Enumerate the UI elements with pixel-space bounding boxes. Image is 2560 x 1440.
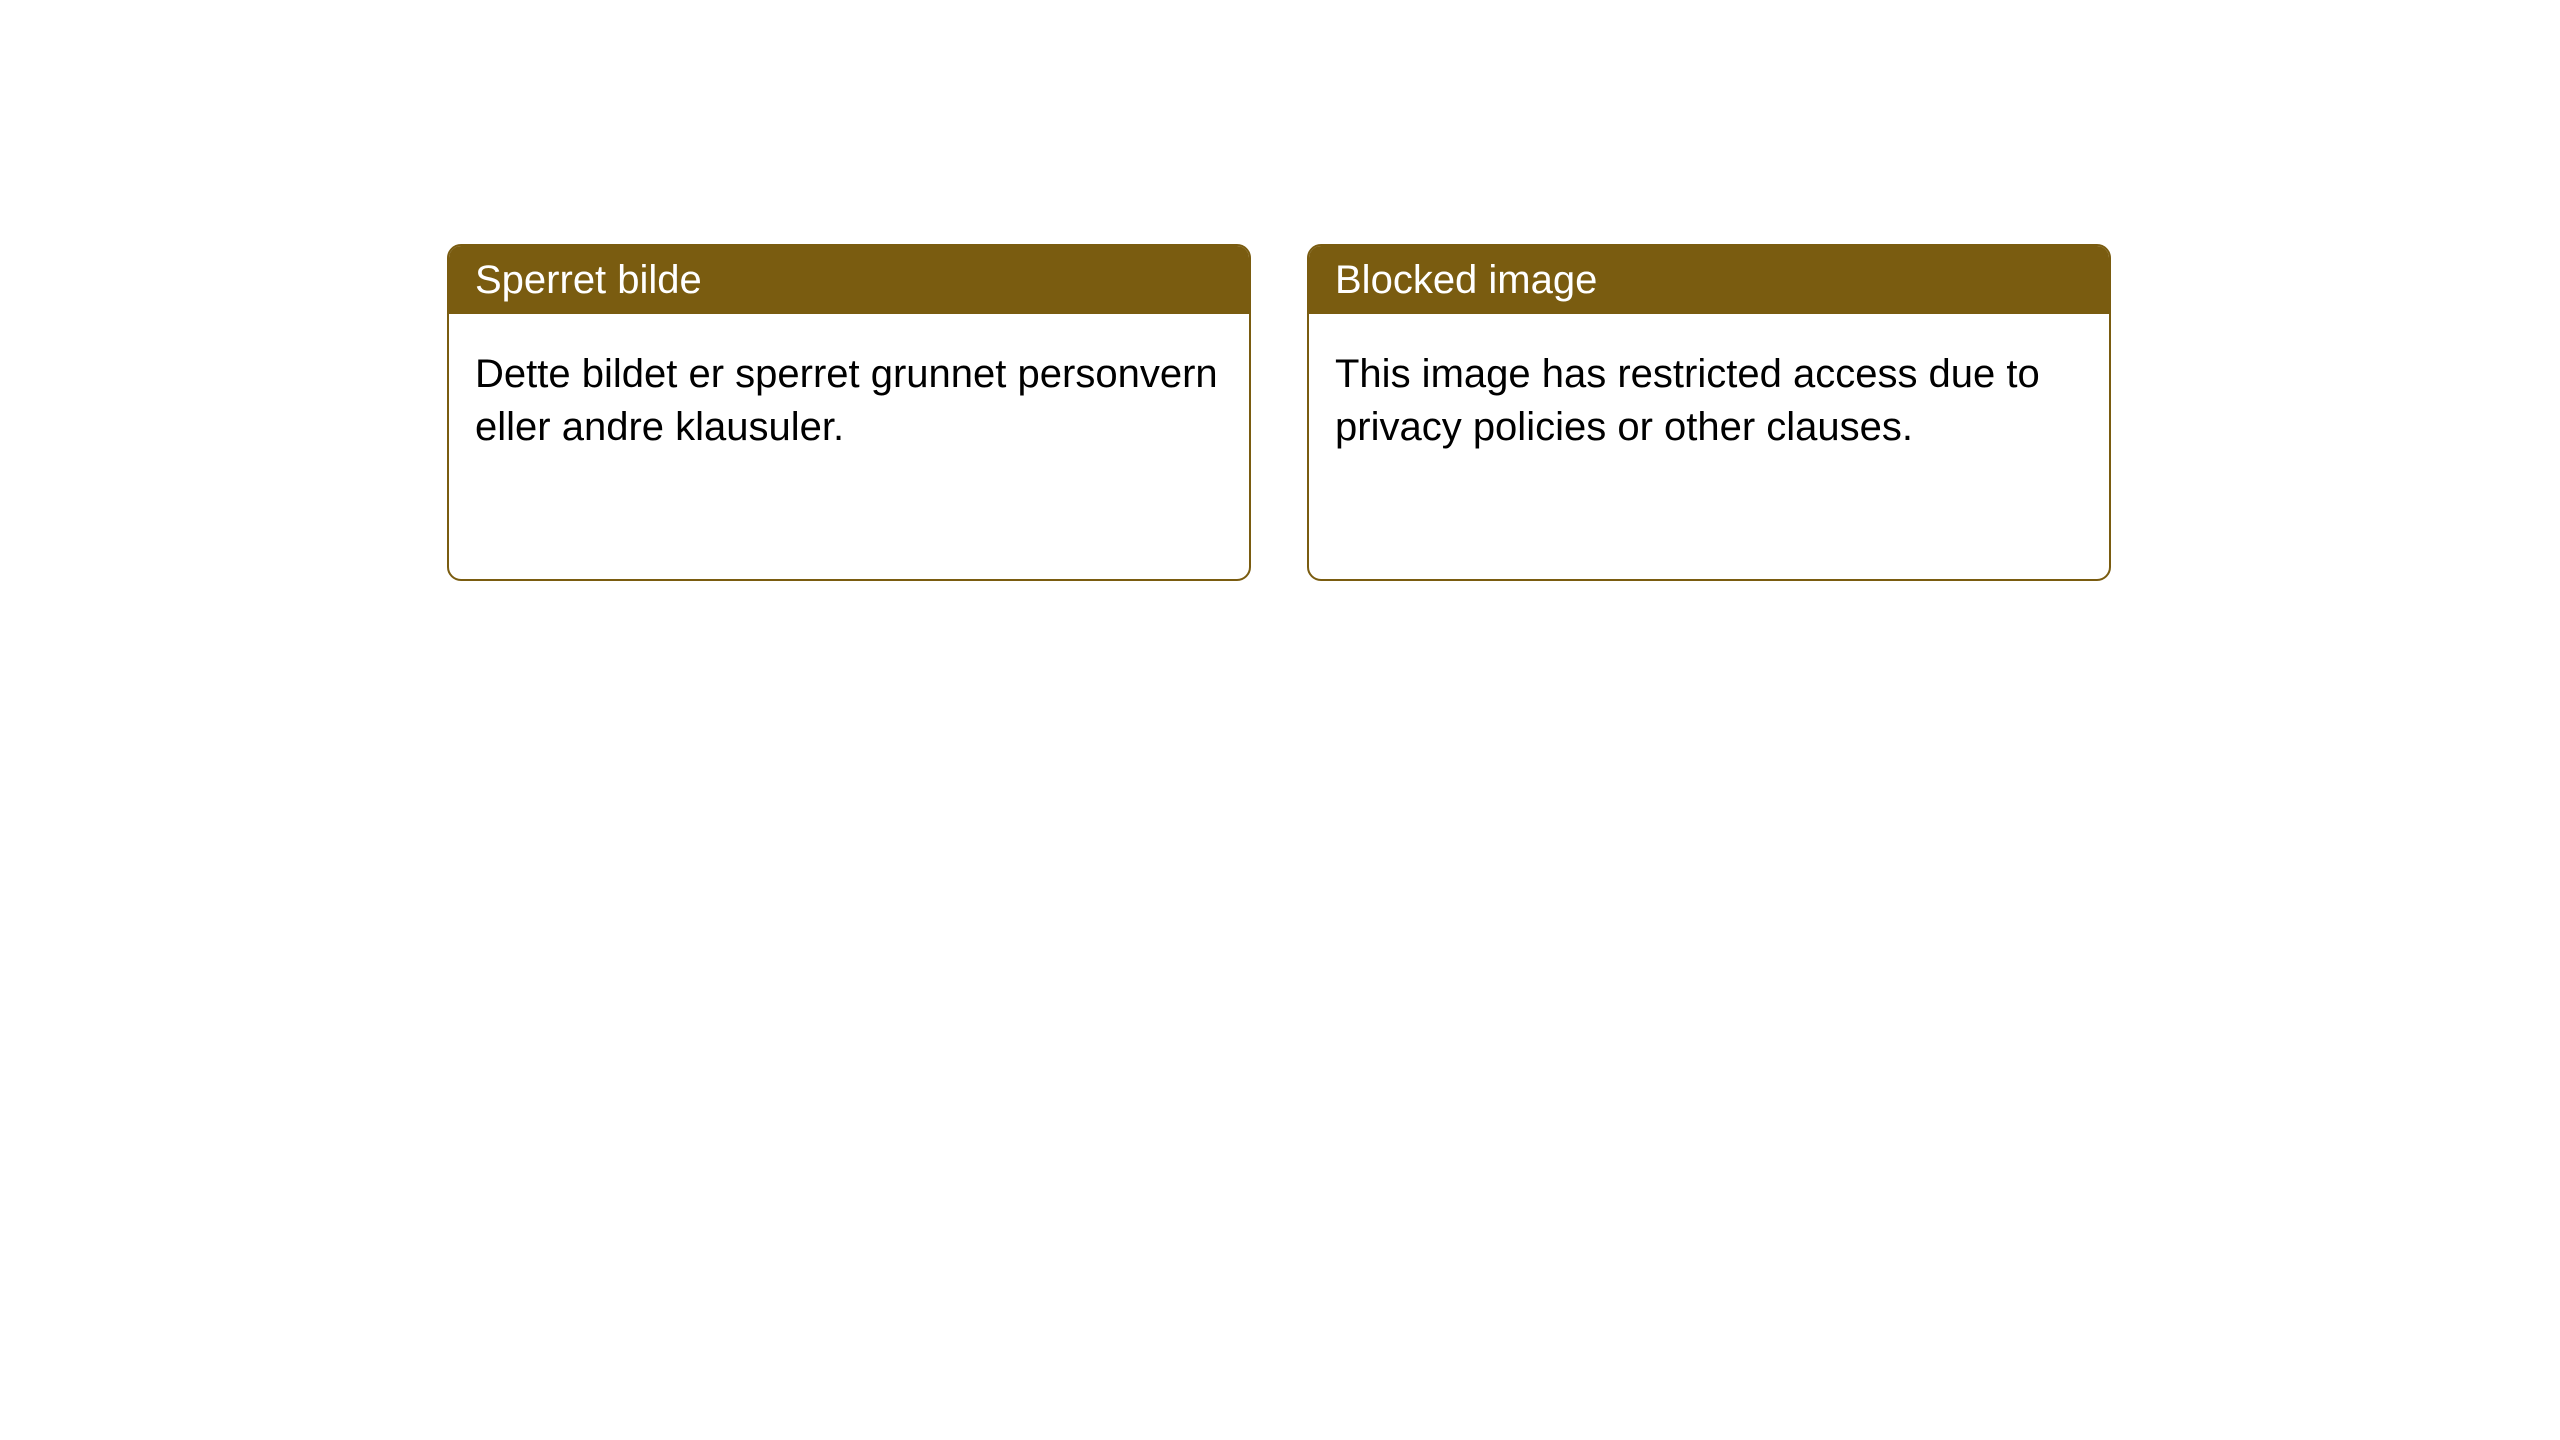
notice-card-english: Blocked image This image has restricted … [1307, 244, 2111, 581]
notice-container: Sperret bilde Dette bildet er sperret gr… [447, 244, 2111, 581]
notice-title-english: Blocked image [1335, 258, 1597, 302]
notice-card-norwegian: Sperret bilde Dette bildet er sperret gr… [447, 244, 1251, 581]
notice-text-english: This image has restricted access due to … [1335, 352, 2040, 449]
notice-body-norwegian: Dette bildet er sperret grunnet personve… [449, 314, 1249, 488]
notice-header-norwegian: Sperret bilde [449, 246, 1249, 314]
notice-body-english: This image has restricted access due to … [1309, 314, 2109, 488]
notice-text-norwegian: Dette bildet er sperret grunnet personve… [475, 352, 1218, 449]
notice-title-norwegian: Sperret bilde [475, 258, 702, 302]
notice-header-english: Blocked image [1309, 246, 2109, 314]
